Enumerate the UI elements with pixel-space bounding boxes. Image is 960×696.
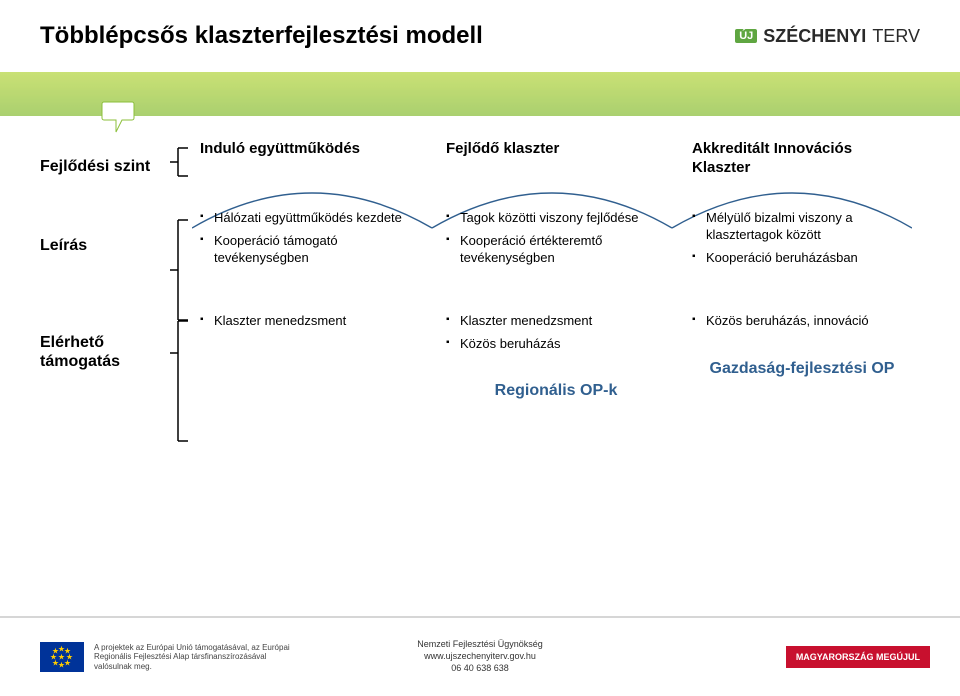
list-item: Közös beruházás	[446, 336, 666, 353]
stage-col-2: Akkreditált Innovációs Klaszter Mélyülő …	[684, 140, 920, 273]
header: Többlépcsős klaszterfejlesztési modell Ú…	[0, 0, 960, 72]
logo-prefix: ÚJ	[735, 29, 757, 43]
list-item: Kooperáció támogató tevékenységben	[200, 233, 420, 267]
op-gazd: Gazdaság-fejlesztési OP	[692, 360, 912, 378]
footer-phone: 06 40 638 638	[417, 663, 543, 675]
list-item: Tagok közötti viszony fejlődése	[446, 210, 666, 227]
support-col-0: Klaszter menedzsment	[192, 313, 428, 401]
row-labels: Fejlődési szint Leírás	[40, 140, 170, 273]
support-label-col: Elérhető támogatás	[40, 313, 170, 401]
stage-desc-0: Hálózati együttműködés kezdete Kooperáci…	[200, 210, 420, 267]
list-item: Mélyülő bizalmi viszony a klasztertagok …	[692, 210, 912, 244]
stage-desc-2: Mélyülő bizalmi viszony a klasztertagok …	[692, 210, 912, 267]
stage-desc-1: Tagok közötti viszony fejlődése Kooperác…	[446, 210, 666, 267]
bracket-support	[170, 313, 192, 401]
support-block: Elérhető támogatás Klaszter menedzsment …	[40, 313, 920, 401]
list-item: Klaszter menedzsment	[446, 313, 666, 330]
list-item: Hálózati együttműködés kezdete	[200, 210, 420, 227]
footer-eu-text: A projektek az Európai Unió támogatásáva…	[94, 643, 294, 672]
support-list-2: Közös beruházás, innováció	[692, 313, 912, 330]
stage-head-1: Fejlődő klaszter	[446, 140, 666, 180]
stage-head-2: Akkreditált Innovációs Klaszter	[692, 140, 912, 180]
stage-col-0: Induló együttműködés Hálózati együttműkö…	[192, 140, 428, 273]
page-title: Többlépcsős klaszterfejlesztési modell	[40, 22, 483, 50]
list-item: Kooperáció értékteremtő tevékenységben	[446, 233, 666, 267]
green-band	[0, 72, 960, 116]
szechenyi-logo: ÚJ SZÉCHENYI TERV	[735, 26, 920, 47]
footer-center: Nemzeti Fejlesztési Ügynökség www.ujszec…	[417, 639, 543, 674]
speech-bubble-icon	[100, 100, 136, 136]
stage-head-0: Induló együttműködés	[200, 140, 420, 180]
support-columns: Klaszter menedzsment Klaszter menedzsmen…	[192, 313, 920, 401]
support-col-1: Klaszter menedzsment Közös beruházás Reg…	[438, 313, 674, 401]
row-label-support: Elérhető támogatás	[40, 333, 160, 371]
content: Fejlődési szint Leírás Induló együttműkö…	[40, 140, 920, 400]
logo-main: SZÉCHENYI	[763, 26, 866, 47]
support-col-2: Közös beruházás, innováció Gazdaság-fejl…	[684, 313, 920, 401]
support-list-0: Klaszter menedzsment	[200, 313, 420, 330]
stage-col-1: Fejlődő klaszter Tagok közötti viszony f…	[438, 140, 674, 273]
bracket-top	[170, 140, 192, 273]
eu-flag-icon	[40, 642, 84, 672]
list-item: Kooperáció beruházásban	[692, 250, 912, 267]
footer-left: A projektek az Európai Unió támogatásáva…	[40, 642, 294, 672]
logo-suffix: TERV	[872, 26, 920, 47]
footer-agency: Nemzeti Fejlesztési Ügynökség	[417, 639, 543, 651]
row-label-level: Fejlődési szint	[40, 157, 160, 176]
hungary-badge: MAGYARORSZÁG MEGÚJUL	[786, 646, 930, 668]
footer: A projektek az Európai Unió támogatásáva…	[0, 616, 960, 696]
list-item: Klaszter menedzsment	[200, 313, 420, 330]
op-regional: Regionális OP-k	[446, 382, 666, 400]
footer-url: www.ujszechenyiterv.gov.hu	[417, 651, 543, 663]
support-list-1: Klaszter menedzsment Közös beruházás	[446, 313, 666, 353]
row-label-desc: Leírás	[40, 236, 160, 255]
stage-columns: Induló együttműködés Hálózati együttműkö…	[192, 140, 920, 273]
list-item: Közös beruházás, innováció	[692, 313, 912, 330]
top-block: Fejlődési szint Leírás Induló együttműkö…	[40, 140, 920, 273]
